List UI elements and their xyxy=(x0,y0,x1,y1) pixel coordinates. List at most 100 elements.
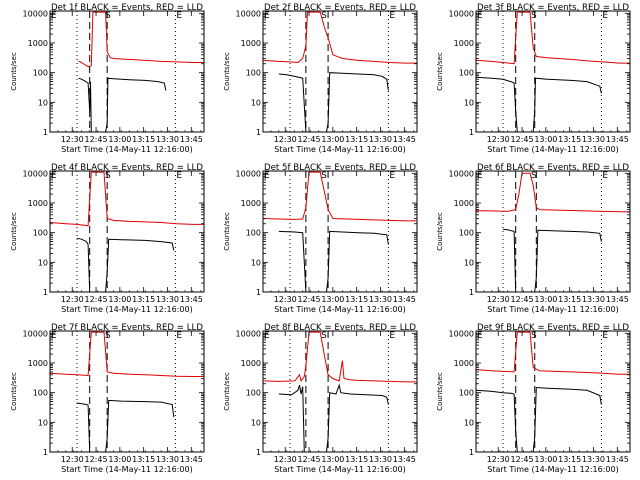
event-marker-label: S xyxy=(105,331,111,341)
lld-series-line xyxy=(476,331,630,375)
x-tick-label: 13:30 xyxy=(582,135,605,144)
y-axis-label: Counts/sec xyxy=(10,372,18,411)
x-tick-label: 13:30 xyxy=(156,455,179,464)
y-tick-label: 1 xyxy=(469,288,474,297)
y-tick-label: 1000 xyxy=(28,359,48,368)
x-axis-label: Start Time (14-May-11 12:16:00) xyxy=(274,145,405,154)
x-tick-label: 12:45 xyxy=(511,295,534,304)
y-tick-label: 10000 xyxy=(236,169,261,178)
plot-frame xyxy=(49,10,205,133)
y-tick-label: 10 xyxy=(38,258,48,267)
x-tick-label: 13:45 xyxy=(393,295,416,304)
x-axis-label: Start Time (14-May-11 12:16:00) xyxy=(487,145,618,154)
x-tick-label: 13:15 xyxy=(132,455,155,464)
x-tick-label: 13:15 xyxy=(558,135,581,144)
event-marker-label: S xyxy=(105,171,111,181)
x-tick-label: 13:45 xyxy=(606,455,629,464)
y-axis-label: Counts/sec xyxy=(10,52,18,91)
x-tick-label: 13:00 xyxy=(321,455,344,464)
event-marker-label: E xyxy=(389,171,395,181)
y-tick-label: 10000 xyxy=(449,169,474,178)
lld-series-line xyxy=(476,172,630,213)
events-series-line xyxy=(278,72,389,132)
chart-panel-4: Det 4f BLACK = Events, RED = LLD 1 10 100 10… xyxy=(10,163,205,314)
y-tick-label: 10000 xyxy=(449,329,474,338)
y-tick-label: 10000 xyxy=(23,9,48,18)
chart-title: Det 1f BLACK = Events, RED = LLD xyxy=(51,3,203,13)
y-tick-label: 100 xyxy=(459,69,474,78)
y-tick-label: 10000 xyxy=(23,169,48,178)
x-axis-label: Start Time (14-May-11 12:16:00) xyxy=(61,305,192,314)
y-axis-label: Counts/sec xyxy=(10,212,18,251)
x-tick-label: 12:30 xyxy=(487,295,510,304)
x-tick-label: 13:30 xyxy=(156,135,179,144)
lld-series-line xyxy=(263,11,417,64)
event-marker-label: E xyxy=(602,171,608,181)
x-tick-label: 13:15 xyxy=(132,135,155,144)
y-tick-label: 1 xyxy=(256,288,261,297)
x-tick-label: 13:45 xyxy=(393,135,416,144)
event-marker-label: E xyxy=(176,171,182,181)
event-marker-label: E xyxy=(51,171,57,181)
x-tick-label: 13:00 xyxy=(108,455,131,464)
y-tick-label: 1000 xyxy=(241,199,261,208)
events-series-line xyxy=(278,230,389,292)
y-axis-label: Counts/sec xyxy=(223,52,231,91)
event-marker-label: E xyxy=(477,331,483,341)
event-marker-label: E xyxy=(389,331,395,341)
x-tick-label: 12:30 xyxy=(487,455,510,464)
x-tick-label: 12:30 xyxy=(274,455,297,464)
x-tick-label: 12:45 xyxy=(511,135,534,144)
chart-title: Det 9f BLACK = Events, RED = LLD xyxy=(477,323,629,333)
x-tick-label: 13:00 xyxy=(108,295,131,304)
x-tick-label: 13:30 xyxy=(156,295,179,304)
y-tick-label: 1 xyxy=(43,128,48,137)
event-marker-label: S xyxy=(531,171,537,181)
lld-series-line xyxy=(50,331,204,377)
x-tick-label: 13:00 xyxy=(108,135,131,144)
y-tick-label: 10 xyxy=(251,418,261,427)
x-tick-label: 12:45 xyxy=(298,135,321,144)
y-tick-label: 10 xyxy=(464,98,474,107)
y-tick-label: 100 xyxy=(33,69,48,78)
x-tick-label: 13:30 xyxy=(369,455,392,464)
x-tick-label: 12:30 xyxy=(61,295,84,304)
event-marker-label: S xyxy=(531,331,537,341)
x-tick-label: 13:15 xyxy=(558,455,581,464)
chart-panel-8: Det 8f BLACK = Events, RED = LLD 1 10 100 10… xyxy=(223,323,418,474)
y-axis-label: Counts/sec xyxy=(436,372,444,411)
event-marker-label: E xyxy=(51,331,57,341)
events-series-line xyxy=(476,386,602,452)
y-tick-label: 100 xyxy=(246,229,261,238)
x-tick-label: 13:30 xyxy=(369,295,392,304)
x-tick-label: 13:00 xyxy=(534,455,557,464)
x-tick-label: 13:45 xyxy=(606,135,629,144)
event-marker-label: E xyxy=(602,11,608,21)
event-marker-label: S xyxy=(531,11,537,21)
y-tick-label: 1000 xyxy=(454,359,474,368)
x-tick-label: 12:45 xyxy=(85,455,108,464)
y-tick-label: 10 xyxy=(464,418,474,427)
x-tick-label: 13:45 xyxy=(393,455,416,464)
lld-series-line xyxy=(263,171,417,222)
event-marker-label: E xyxy=(264,171,270,181)
x-tick-label: 13:45 xyxy=(180,135,203,144)
x-tick-label: 13:00 xyxy=(534,135,557,144)
lld-series-line xyxy=(50,171,204,227)
events-series-line xyxy=(278,383,389,452)
y-tick-label: 1000 xyxy=(241,359,261,368)
x-axis-label: Start Time (14-May-11 12:16:00) xyxy=(274,305,405,314)
y-tick-label: 1 xyxy=(469,448,474,457)
x-tick-label: 12:30 xyxy=(61,455,84,464)
y-axis-label: Counts/sec xyxy=(436,212,444,251)
x-tick-label: 13:00 xyxy=(321,295,344,304)
y-tick-label: 1000 xyxy=(241,39,261,48)
x-tick-label: 13:45 xyxy=(606,295,629,304)
event-marker-label: E xyxy=(176,11,182,21)
x-tick-label: 12:45 xyxy=(298,295,321,304)
lld-series-line xyxy=(263,331,417,383)
chart-panel-6: Det 6f BLACK = Events, RED = LLD 1 10 100 10… xyxy=(436,163,631,314)
chart-panel-1: Det 1f BLACK = Events, RED = LLD 1 10 100 10… xyxy=(10,3,205,154)
y-tick-label: 1000 xyxy=(28,39,48,48)
